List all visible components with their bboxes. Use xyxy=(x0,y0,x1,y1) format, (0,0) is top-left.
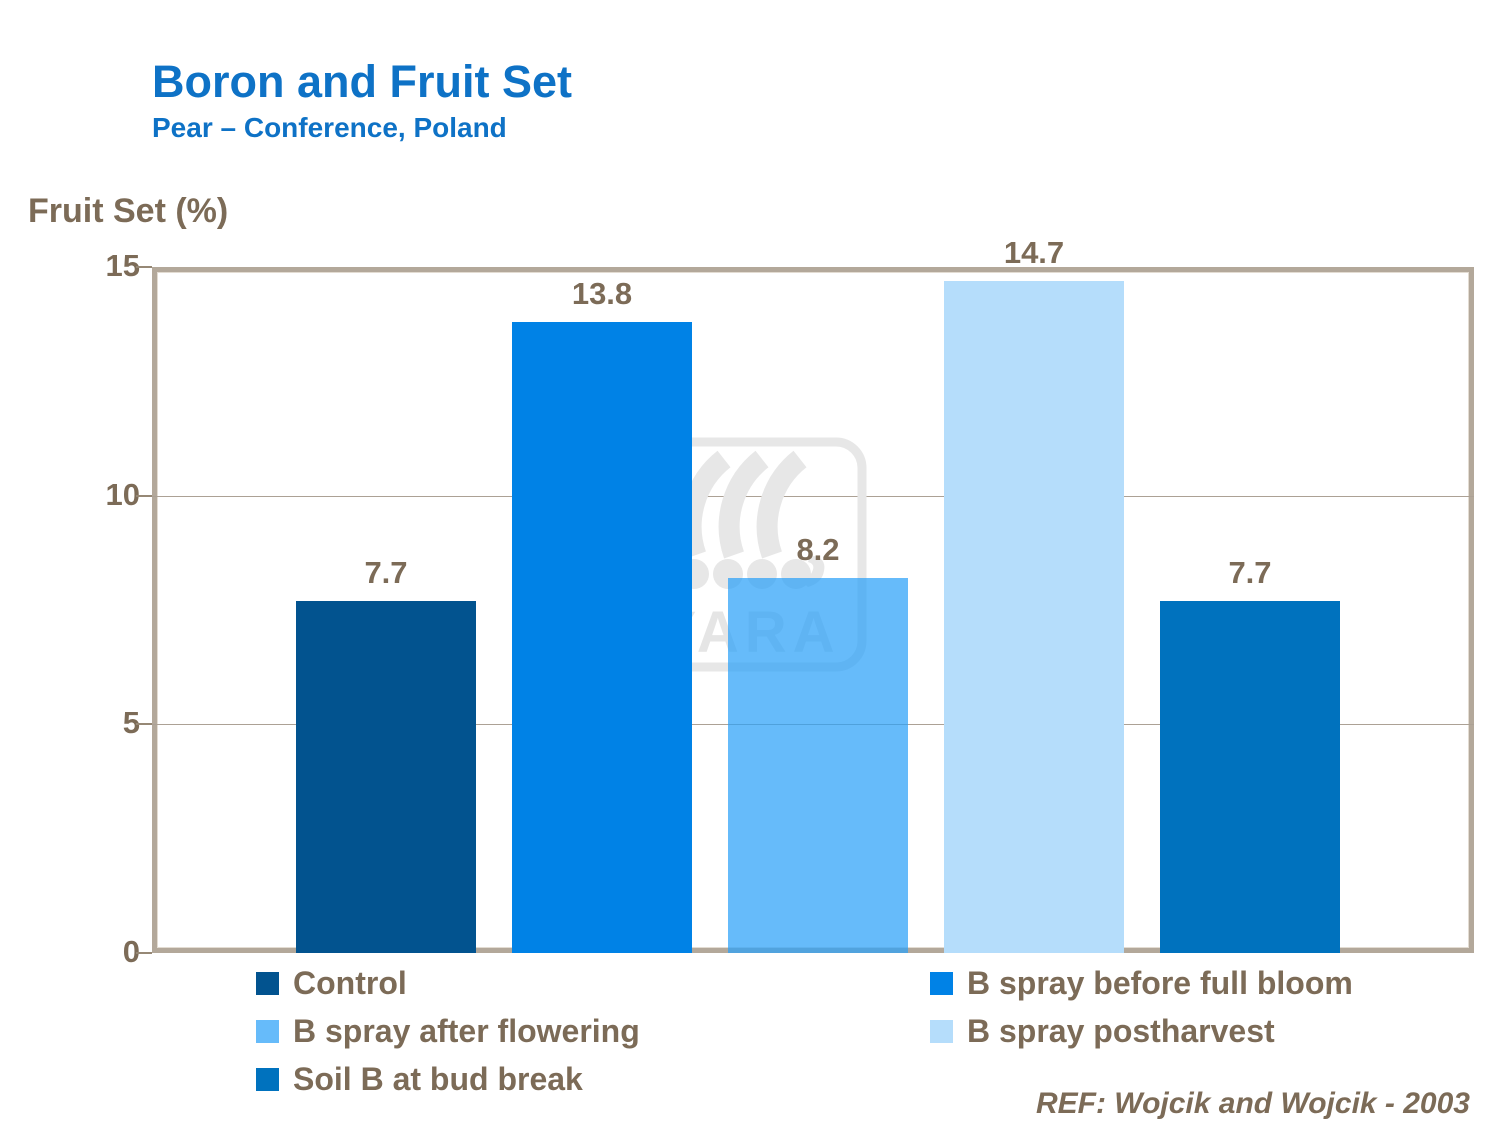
bar-value-label: 7.7 xyxy=(1228,554,1272,590)
bar-4 xyxy=(944,280,1124,953)
y-tick-mark xyxy=(136,494,152,497)
bar-value-label: 13.8 xyxy=(571,275,633,311)
legend-swatch xyxy=(256,1068,279,1091)
legend-swatch xyxy=(256,1020,279,1043)
bar-1 xyxy=(296,600,476,953)
plot-area: YARA 7.713.88.214.77.7 xyxy=(152,235,1474,953)
y-tick-label: 10 xyxy=(105,476,140,512)
legend-swatch xyxy=(256,972,279,995)
legend-label: Control xyxy=(293,965,407,1001)
legend-item: B spray before full bloom xyxy=(930,963,1476,1004)
bar-5 xyxy=(1160,600,1340,953)
legend-item: B spray postharvest xyxy=(930,1011,1476,1052)
legend: Control B spray before full bloom B spray … xyxy=(256,963,1476,1100)
ship-sails-icon xyxy=(680,450,807,559)
legend-item: Control xyxy=(256,963,930,1004)
legend-label: B spray after flowering xyxy=(293,1013,640,1049)
legend-swatch xyxy=(930,972,953,995)
grid-line xyxy=(152,495,1474,497)
y-tick-label: 15 xyxy=(105,248,140,283)
legend-label: B spray postharvest xyxy=(967,1013,1275,1049)
reference-text: REF: Wojcik and Wojcik - 2003 xyxy=(1035,1087,1470,1120)
legend-item: B spray after flowering xyxy=(256,1011,930,1052)
y-axis-title: Fruit Set (%) xyxy=(28,192,229,230)
bar-value-label: 7.7 xyxy=(364,554,408,590)
bar-2 xyxy=(512,321,692,953)
legend-swatch xyxy=(930,1020,953,1043)
legend-label: B spray before full bloom xyxy=(967,965,1353,1001)
y-tick-mark xyxy=(136,952,152,954)
plot-inner: YARA 7.713.88.214.77.7 xyxy=(152,235,1474,953)
bar-3 xyxy=(728,578,908,953)
page-title: Boron and Fruit Set xyxy=(152,56,572,107)
legend-item: Soil B at bud break xyxy=(256,1059,930,1100)
page-subtitle: Pear – Conference, Poland xyxy=(152,112,507,143)
bar-value-label: 8.2 xyxy=(796,531,840,567)
y-tick-label: 0 xyxy=(122,934,140,969)
bar-value-label: 14.7 xyxy=(1003,234,1065,270)
y-tick-mark xyxy=(136,723,152,726)
legend-label: Soil B at bud break xyxy=(293,1061,583,1097)
y-tick-label: 5 xyxy=(122,705,140,741)
y-tick-mark xyxy=(136,266,152,268)
